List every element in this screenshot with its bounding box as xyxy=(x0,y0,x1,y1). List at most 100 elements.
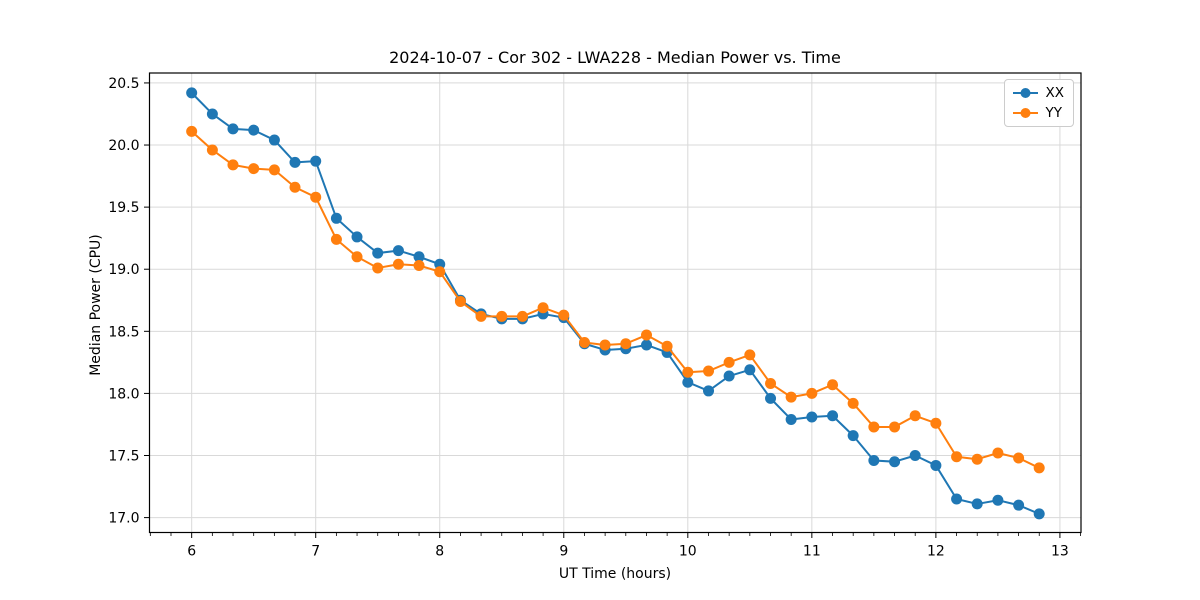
legend-item-xx: XX xyxy=(1012,84,1065,102)
x-tick-label: 6 xyxy=(187,544,196,560)
data-point-yy xyxy=(206,144,218,156)
data-point-xx xyxy=(248,124,260,136)
data-point-yy xyxy=(641,329,653,341)
chart-title: 2024-10-07 - Cor 302 - LWA228 - Median P… xyxy=(389,48,841,67)
y-tick-label: 18.5 xyxy=(108,324,139,340)
y-axis-title: Median Power (CPU) xyxy=(88,234,104,376)
data-point-xx xyxy=(186,87,198,99)
legend-item-yy: YY xyxy=(1012,104,1065,122)
data-point-xx xyxy=(641,339,653,351)
data-point-xx xyxy=(289,156,301,168)
data-point-yy xyxy=(889,421,901,433)
data-point-xx xyxy=(992,494,1004,506)
data-point-xx xyxy=(392,245,404,257)
legend-line-sample-xx xyxy=(1012,88,1038,98)
y-tick-label: 17.5 xyxy=(108,449,139,465)
y-tick-label: 20.5 xyxy=(108,76,139,92)
data-point-xx xyxy=(847,430,859,442)
x-axis-title: UT Time (hours) xyxy=(558,566,672,582)
data-point-yy xyxy=(186,125,198,137)
data-point-xx xyxy=(951,493,963,505)
data-point-xx xyxy=(351,231,363,243)
data-point-yy xyxy=(599,339,611,351)
data-point-yy xyxy=(682,366,694,378)
series-xx xyxy=(186,87,1045,520)
x-tick-label: 12 xyxy=(927,544,945,560)
data-point-xx xyxy=(310,155,322,167)
data-point-xx xyxy=(971,498,983,510)
data-point-yy xyxy=(930,417,942,429)
y-tick-label: 19.5 xyxy=(108,200,139,216)
data-point-yy xyxy=(1013,452,1025,464)
x-tick-label: 8 xyxy=(435,544,444,560)
data-point-xx xyxy=(930,459,942,471)
data-point-xx xyxy=(765,392,777,404)
data-point-yy xyxy=(868,421,880,433)
data-point-xx xyxy=(909,450,921,462)
x-tick-label: 9 xyxy=(559,544,568,560)
data-point-yy xyxy=(578,336,590,348)
data-point-yy xyxy=(413,259,425,271)
series-line-xx xyxy=(190,92,1040,515)
data-point-yy xyxy=(496,310,508,322)
data-point-xx xyxy=(227,123,239,135)
x-tick-label: 7 xyxy=(311,544,320,560)
data-point-yy xyxy=(785,391,797,403)
y-tick-label: 18.0 xyxy=(108,386,139,402)
data-point-yy xyxy=(827,379,839,391)
data-point-xx xyxy=(206,108,218,120)
data-point-xx xyxy=(806,411,818,423)
data-point-yy xyxy=(475,310,487,322)
y-tick-label: 20.0 xyxy=(108,138,139,154)
data-point-yy xyxy=(909,410,921,422)
data-point-yy xyxy=(310,191,322,203)
legend-label-yy: YY xyxy=(1045,105,1063,121)
axes-frame xyxy=(148,72,1082,534)
data-point-yy xyxy=(661,340,673,352)
data-point-yy xyxy=(971,453,983,465)
data-point-yy xyxy=(744,349,756,361)
data-point-yy xyxy=(537,302,549,314)
series-yy xyxy=(186,125,1045,474)
x-tick-label: 11 xyxy=(803,544,821,560)
data-point-yy xyxy=(289,181,301,193)
data-point-xx xyxy=(785,413,797,425)
data-point-yy xyxy=(227,159,239,171)
legend-label-xx: XX xyxy=(1045,85,1065,101)
y-tick-label: 19.0 xyxy=(108,262,139,278)
data-point-xx xyxy=(330,212,342,224)
x-tick-label: 13 xyxy=(1051,544,1069,560)
data-point-yy xyxy=(434,266,446,278)
data-point-xx xyxy=(1033,508,1045,520)
data-point-yy xyxy=(703,365,715,377)
data-point-yy xyxy=(372,262,384,274)
data-point-yy xyxy=(516,310,528,322)
data-point-yy xyxy=(806,387,818,399)
data-point-xx xyxy=(703,385,715,397)
data-point-xx xyxy=(827,410,839,422)
data-point-xx xyxy=(682,376,694,388)
data-point-xx xyxy=(372,247,384,259)
data-point-xx xyxy=(889,456,901,468)
data-point-yy xyxy=(1033,462,1045,474)
data-point-yy xyxy=(765,377,777,389)
legend: XX YY xyxy=(1003,79,1074,127)
axis-ticks xyxy=(144,82,1081,538)
data-point-yy xyxy=(723,356,735,368)
data-point-yy xyxy=(454,296,466,308)
data-point-xx xyxy=(1013,499,1025,511)
data-point-xx xyxy=(744,364,756,376)
data-point-yy xyxy=(268,164,280,176)
axis-tick-labels: 6 7 8 9 10 11 12 13 17.0 17.5 18.0 18.5 19.0 19.5 20.0… xyxy=(108,76,1069,560)
data-point-yy xyxy=(847,397,859,409)
data-point-xx xyxy=(413,251,425,263)
data-point-xx xyxy=(268,134,280,146)
data-point-xx xyxy=(723,370,735,382)
gridlines xyxy=(149,73,1081,533)
data-point-yy xyxy=(392,258,404,270)
data-point-yy xyxy=(951,451,963,463)
x-tick-label: 10 xyxy=(679,544,697,560)
y-tick-label: 17.0 xyxy=(108,511,139,527)
